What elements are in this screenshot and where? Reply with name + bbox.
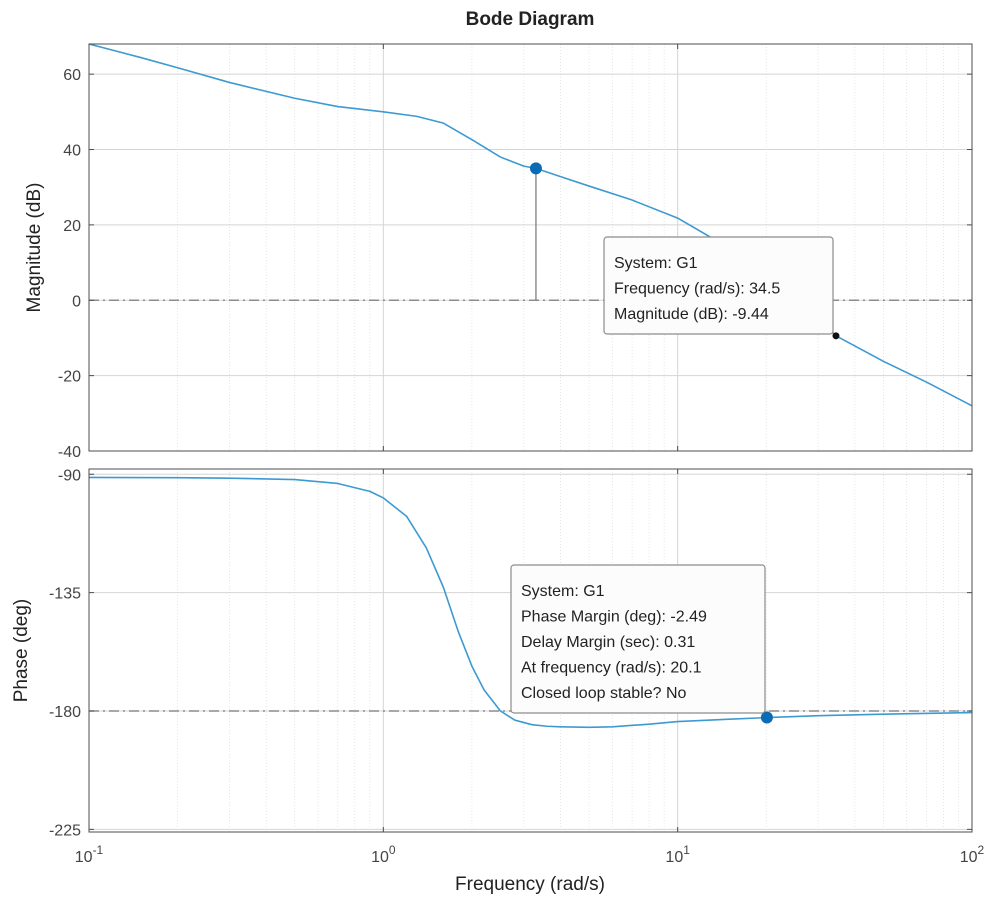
- phase-y-ticks: -225 -180 -135 -90: [49, 467, 973, 839]
- y-tick-label: 20: [63, 218, 81, 235]
- datatip-phase-margin: Phase Margin (deg): -2.49: [521, 609, 707, 626]
- data-marker: [529, 162, 542, 175]
- data-marker: [760, 711, 773, 724]
- chart-title: Bode Diagram: [466, 9, 595, 30]
- y-tick-label: -180: [49, 704, 81, 721]
- datatip-system: System: G1: [614, 255, 698, 272]
- x-tick-exponent: -1: [93, 843, 104, 857]
- datatip-frequency: Frequency (rad/s): 34.5: [614, 281, 780, 298]
- phase-grid: [89, 469, 972, 832]
- datatip-closed-loop-stable: Closed loop stable? No: [521, 685, 687, 702]
- x-tick-label: 101: [665, 843, 690, 866]
- datatip-magnitude: Magnitude (dB): -9.44: [614, 306, 769, 323]
- phase-markers[interactable]: [760, 711, 773, 724]
- data-marker: [832, 332, 840, 340]
- y-tick-label: -135: [49, 586, 81, 603]
- x-tick-exponent: 0: [389, 843, 396, 857]
- x-tick-base: 10: [665, 849, 683, 866]
- phase-axes[interactable]: -225 -180 -135 -90 System: G1 Phase Margin …: [11, 467, 973, 839]
- y-tick-label: 40: [63, 143, 81, 160]
- datatip-delay-margin: Delay Margin (sec): 0.31: [521, 634, 695, 651]
- x-tick-label: 102: [960, 843, 985, 866]
- x-tick-exponent: 1: [683, 843, 690, 857]
- x-tick-label: 100: [371, 843, 396, 866]
- datatip-system: System: G1: [521, 583, 605, 600]
- phase-curve: [88, 476, 973, 729]
- x-tick-base: 10: [371, 849, 389, 866]
- phase-axes-frame: [88, 468, 973, 833]
- magnitude-datatip[interactable]: System: G1 Frequency (rad/s): 34.5 Magni…: [603, 236, 834, 335]
- y-tick-label: -90: [58, 467, 81, 484]
- y-tick-label: -40: [58, 444, 81, 461]
- datatip-at-frequency: At frequency (rad/s): 20.1: [521, 660, 702, 677]
- magnitude-y-axis-label: Magnitude (dB): [24, 183, 45, 313]
- y-tick-label: 0: [72, 293, 81, 310]
- y-tick-label: -225: [49, 822, 81, 839]
- phase-datatip[interactable]: System: G1 Phase Margin (deg): -2.49 Del…: [510, 564, 766, 714]
- y-tick-label: 60: [63, 67, 81, 84]
- x-tick-exponent: 2: [978, 843, 985, 857]
- x-axis-label: Frequency (rad/s): [455, 874, 605, 895]
- y-tick-label: -20: [58, 369, 81, 386]
- x-tick-base: 10: [75, 849, 93, 866]
- x-tick-base: 10: [960, 849, 978, 866]
- x-tick-labels: 10-1 100 101 102: [75, 843, 985, 866]
- magnitude-y-ticks: -40 -20 0 20 40 60: [58, 44, 973, 461]
- magnitude-axes-frame: [88, 43, 973, 452]
- x-tick-label: 10-1: [75, 843, 104, 866]
- magnitude-axes[interactable]: -40 -20 0 20 40 60 System: G1 Frequency (rad/…: [24, 43, 973, 461]
- magnitude-datatip-box: [603, 236, 834, 335]
- phase-datatip-box: [510, 564, 766, 714]
- phase-y-axis-label: Phase (deg): [11, 599, 32, 703]
- magnitude-plot-area: [89, 44, 972, 451]
- magnitude-markers[interactable]: [529, 162, 840, 340]
